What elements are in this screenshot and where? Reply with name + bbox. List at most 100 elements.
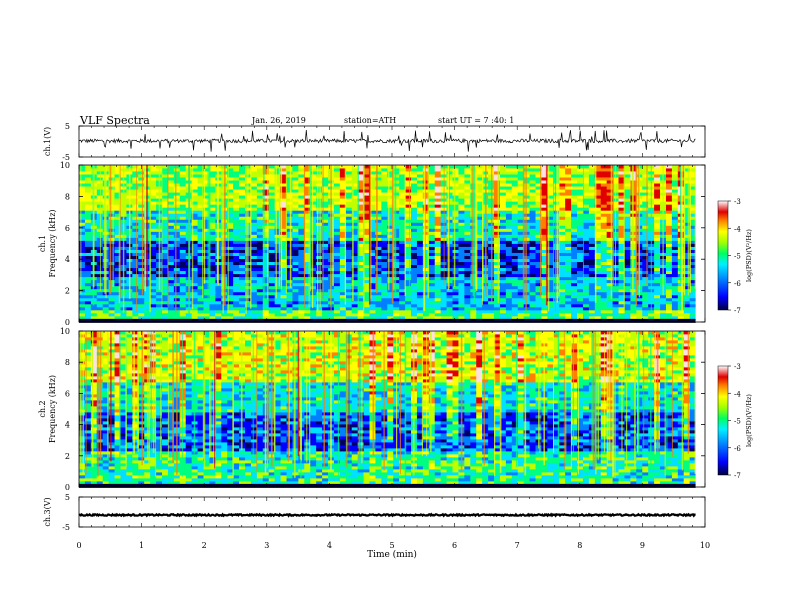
spectrogram-cell xyxy=(505,210,513,214)
spectrogram-cell xyxy=(606,312,614,317)
spectrogram-cell xyxy=(268,279,276,284)
spectrogram-cell xyxy=(411,264,418,269)
spectrogram-cell xyxy=(245,309,252,314)
spectrogram-cell xyxy=(387,261,394,266)
spectrogram-cell xyxy=(505,192,513,196)
spectrogram-cell xyxy=(126,309,133,314)
spectrogram-cell xyxy=(333,171,341,175)
spectrogram-cell xyxy=(268,273,276,278)
spectrogram-cell xyxy=(310,183,317,187)
spectrogram-cell xyxy=(339,177,347,181)
spectrogram-cell xyxy=(162,252,169,256)
spectrogram-cell xyxy=(114,279,121,284)
spectrogram-cell xyxy=(351,201,359,205)
spectrogram-cell xyxy=(517,276,525,281)
spectrogram-cell xyxy=(191,267,198,272)
spectrogram-cell xyxy=(571,246,578,250)
spectrogram-cell xyxy=(179,168,187,172)
spectrogram-cell xyxy=(239,303,246,308)
spectrogram-cell xyxy=(239,261,246,266)
spectrogram-cell xyxy=(162,222,169,226)
spectrogram-cell xyxy=(132,312,139,317)
spectrogram-cell xyxy=(162,267,169,272)
spectrogram-cell xyxy=(618,225,625,229)
spectrogram-cell xyxy=(600,291,608,296)
spectrogram-cell xyxy=(624,225,631,229)
spectrogram-cell xyxy=(262,219,270,223)
spectrogram-cell xyxy=(292,306,299,311)
spectrogram-cell xyxy=(393,297,400,302)
spectrogram-cell xyxy=(399,204,406,208)
spectrogram-cell xyxy=(215,297,222,302)
spectrogram-cell xyxy=(333,237,341,241)
spectrogram-cell xyxy=(304,201,311,205)
spectrogram-cell xyxy=(458,294,465,299)
spectrogram-cell xyxy=(316,195,323,199)
spectrogram-cell xyxy=(363,243,370,247)
spectrogram-cell xyxy=(630,297,637,302)
spectrogram-cell xyxy=(250,315,258,320)
spectrogram-cell xyxy=(547,186,554,190)
spectrogram-cell xyxy=(381,171,388,175)
spectrogram-cell xyxy=(565,264,572,269)
spectrogram-cell xyxy=(96,303,104,308)
spectrogram-cell xyxy=(274,204,281,208)
spectrogram-cell xyxy=(499,228,507,232)
spectrogram-cell xyxy=(84,261,92,266)
spectrogram-cell xyxy=(250,207,258,211)
spectrogram-cell xyxy=(565,180,572,184)
spectrogram-cell xyxy=(351,183,359,187)
spectrogram-cell xyxy=(517,294,525,299)
spectrogram-cell xyxy=(345,225,353,229)
spectrogram-cell xyxy=(262,312,270,317)
spectrogram-cell xyxy=(434,264,442,269)
spectrogram-cell xyxy=(286,282,293,287)
spectrogram-cell xyxy=(387,207,394,211)
spectrogram-cell xyxy=(618,276,625,281)
spectrogram-cell xyxy=(452,177,459,181)
spectrogram-cell xyxy=(162,243,169,247)
spectrogram-cell xyxy=(458,213,465,217)
spectrogram-cell xyxy=(203,258,210,263)
spectrogram-cell xyxy=(499,195,507,199)
spectrogram-cell xyxy=(600,240,608,244)
spectrogram-cell xyxy=(565,228,572,232)
spectrogram-cell xyxy=(138,312,145,317)
spectrogram-cell xyxy=(399,240,406,244)
spectrogram-cell xyxy=(511,246,519,250)
spectrogram-cell xyxy=(233,246,240,250)
spectrogram-cell xyxy=(304,255,311,259)
spectrogram-cell xyxy=(571,252,578,256)
spectrogram-cell xyxy=(618,291,625,296)
spectrogram-cell xyxy=(594,213,602,217)
spectrogram-cell xyxy=(227,285,234,290)
spectrogram-cell xyxy=(280,174,287,178)
spectrogram-cell xyxy=(369,258,376,263)
spectrogram-cell xyxy=(351,303,359,308)
spectrogram-cell xyxy=(108,270,115,275)
spectrogram-cell xyxy=(322,291,329,296)
spectrogram-cell xyxy=(577,168,584,172)
spectrogram-cell xyxy=(494,225,501,229)
spectrogram-cell xyxy=(203,261,210,266)
spectrogram-cell xyxy=(499,165,507,169)
spectrogram-cell xyxy=(494,264,501,269)
spectrogram-cell xyxy=(173,222,181,226)
spectrogram-cell xyxy=(494,315,501,320)
spectrogram-cell xyxy=(280,210,287,214)
spectrogram-cell xyxy=(173,177,181,181)
spectrogram-cell xyxy=(387,204,394,208)
spectrogram-cell xyxy=(322,189,329,193)
spectrogram-cell xyxy=(120,312,127,317)
spectrogram-cell xyxy=(458,273,465,278)
spectrogram-cell xyxy=(523,288,530,293)
spectrogram-cell xyxy=(375,213,382,217)
spectrogram-cell xyxy=(559,204,566,208)
spectrogram-cell xyxy=(286,276,293,281)
spectrogram-cell xyxy=(458,276,465,281)
spectrogram-cell xyxy=(600,300,608,305)
spectrogram-cell xyxy=(405,264,412,269)
spectrogram-cell xyxy=(286,207,293,211)
spectrogram-cell xyxy=(594,204,602,208)
spectrogram-cell xyxy=(606,234,614,238)
